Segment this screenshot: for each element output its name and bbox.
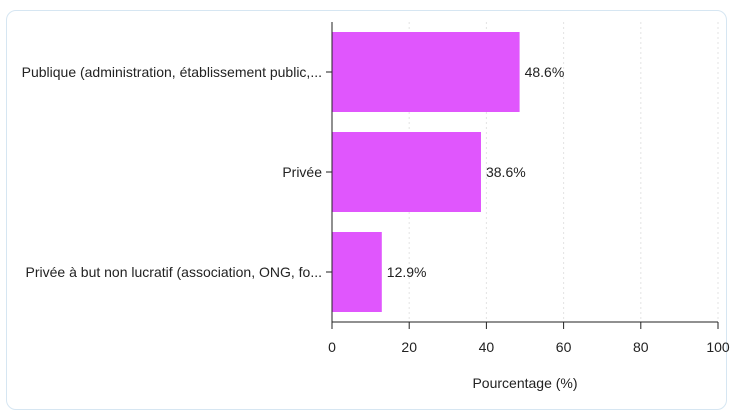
bars: [332, 32, 520, 312]
value-label: 38.6%: [486, 164, 526, 180]
x-axis-title: Pourcentage (%): [472, 375, 577, 391]
value-labels: 48.6% 38.6% 12.9%: [387, 64, 565, 280]
bar: [332, 32, 520, 112]
category-label: Publique (administration, établissement …: [22, 64, 322, 80]
x-tick-label: 60: [556, 339, 572, 355]
x-tick-label: 40: [479, 339, 495, 355]
x-tick-label: 100: [706, 339, 730, 355]
x-axis: 0 20 40 60 80 100: [326, 22, 730, 355]
x-tick-label: 80: [633, 339, 649, 355]
bar: [332, 132, 481, 212]
category-label: Privée à but non lucratif (association, …: [26, 264, 322, 280]
category-label: Privée: [282, 164, 322, 180]
x-tick-label: 0: [328, 339, 336, 355]
bar: [332, 232, 382, 312]
value-label: 12.9%: [387, 264, 427, 280]
category-labels: Publique (administration, établissement …: [22, 64, 323, 280]
value-label: 48.6%: [525, 64, 565, 80]
x-tick-label: 20: [401, 339, 417, 355]
